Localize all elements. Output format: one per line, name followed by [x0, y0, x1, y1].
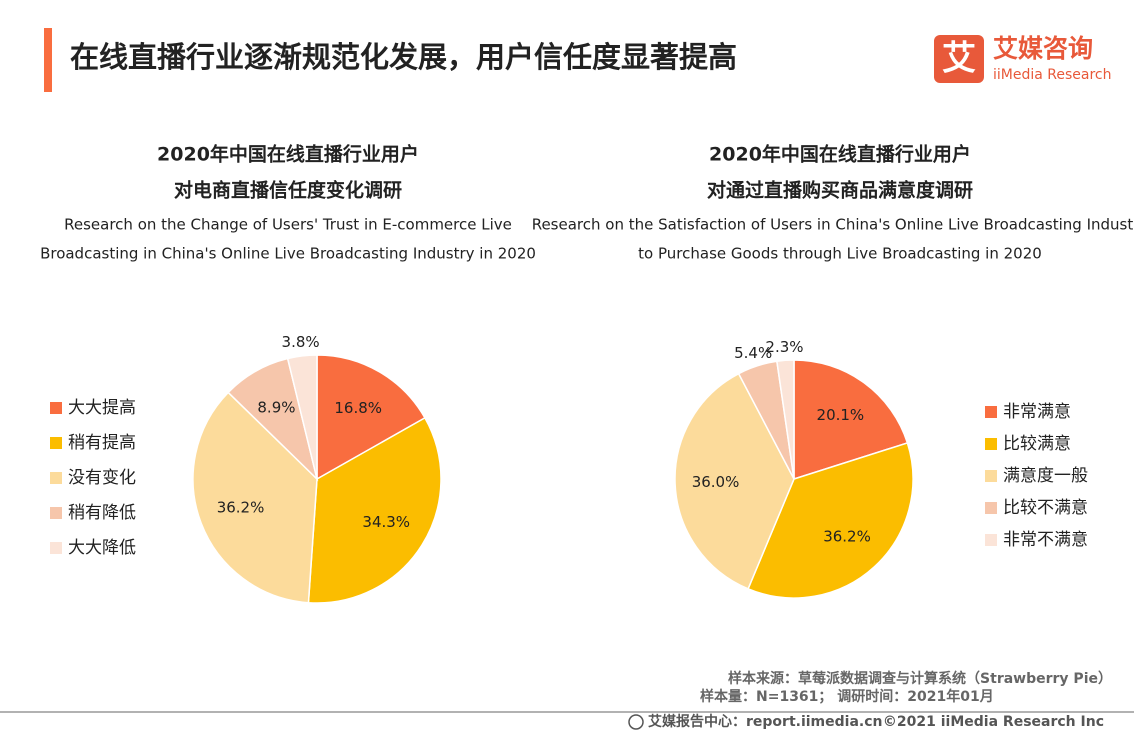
logo-cn: 艾媒咨询: [993, 34, 1093, 63]
slice-label: 8.9%: [257, 398, 295, 416]
legend-swatch: [50, 507, 62, 519]
legend-swatch: [985, 502, 997, 514]
footer-site: 艾媒报告中心：report.iimedia.cn: [648, 713, 883, 730]
chart-title: 对通过直播购买商品满意度调研: [707, 179, 973, 202]
source-note: 样本来源：草莓派数据调查与计算系统（Strawberry Pie）: [728, 670, 1112, 687]
legend-label: 稍有提高: [68, 433, 136, 453]
chart-title: 2020年中国在线直播行业用户: [157, 143, 419, 166]
legend-swatch: [985, 438, 997, 450]
title-accent: [44, 28, 52, 92]
legend-label: 稍有降低: [68, 503, 136, 523]
slice-label: 3.8%: [282, 333, 320, 351]
chart-subtitle: to Purchase Goods through Live Broadcast…: [638, 245, 1042, 263]
legend-swatch: [50, 542, 62, 554]
chart-subtitle: Broadcasting in China's Online Live Broa…: [40, 245, 536, 263]
chart-subtitle: Research on the Satisfaction of Users in…: [532, 216, 1134, 234]
chart-title: 2020年中国在线直播行业用户: [709, 143, 971, 166]
slice-label: 36.0%: [692, 473, 740, 491]
logo-en: iiMedia Research: [993, 67, 1112, 83]
footer-copyright: ©2021 iiMedia Research Inc: [883, 714, 1104, 730]
legend-swatch: [50, 402, 62, 414]
legend-label: 满意度一般: [1003, 466, 1088, 486]
legend-swatch: [50, 437, 62, 449]
slice-label: 34.3%: [362, 513, 410, 531]
slice-label: 20.1%: [817, 406, 865, 424]
legend-label: 比较满意: [1003, 434, 1071, 454]
legend-label: 大大提高: [68, 398, 136, 418]
legend-label: 非常不满意: [1003, 530, 1088, 550]
legend-swatch: [50, 472, 62, 484]
slice-label: 16.8%: [334, 399, 382, 417]
legend-swatch: [985, 470, 997, 482]
sample-note: 样本量：N=1361； 调研时间：2021年01月: [700, 688, 994, 705]
slice-label: 36.2%: [217, 499, 265, 517]
page-title: 在线直播行业逐渐规范化发展，用户信任度显著提高: [70, 40, 737, 74]
logo-icon: 艾: [942, 39, 976, 79]
globe-icon: [629, 715, 643, 729]
slice-label: 2.3%: [765, 338, 803, 356]
legend-swatch: [985, 534, 997, 546]
legend-label: 比较不满意: [1003, 498, 1088, 518]
legend-label: 非常满意: [1003, 402, 1071, 422]
legend-swatch: [985, 406, 997, 418]
chart-subtitle: Research on the Change of Users' Trust i…: [64, 216, 512, 234]
legend-label: 没有变化: [68, 468, 136, 488]
slice-label: 36.2%: [823, 527, 871, 545]
legend-label: 大大降低: [68, 538, 136, 558]
chart-title: 对电商直播信任度变化调研: [174, 179, 402, 202]
